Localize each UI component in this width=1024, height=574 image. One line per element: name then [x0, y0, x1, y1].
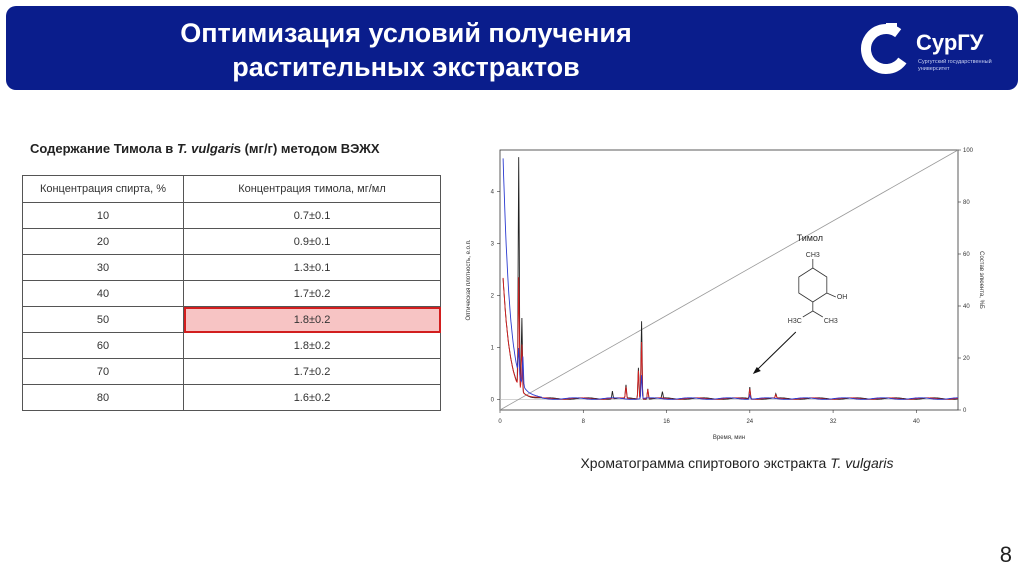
x-tick-label: 40	[913, 419, 920, 425]
table-row: 60 1.8±0.2	[22, 332, 441, 359]
isopropyl-bond-right	[812, 310, 824, 318]
caption-post: (мг/г) методом ВЭЖХ	[240, 141, 380, 156]
molecule-label-h3c: H3C	[788, 318, 802, 325]
cell-alcohol: 10	[22, 202, 184, 229]
y-tick-label: 4	[491, 190, 495, 196]
molecule-label-oh: OH	[837, 294, 848, 301]
y-tick-label: 2	[491, 294, 495, 300]
cell-thymol: 0.7±0.1	[183, 202, 441, 229]
annotation-arrow-head	[752, 367, 761, 374]
cell-alcohol: 40	[22, 280, 184, 307]
x-tick-label: 8	[582, 419, 586, 425]
table-row: 40 1.7±0.2	[22, 280, 441, 307]
cell-thymol: 1.7±0.2	[183, 280, 441, 307]
y-right-tick-label: 80	[963, 200, 970, 206]
series-line	[502, 277, 958, 400]
table-row: 30 1.3±0.1	[22, 254, 441, 281]
y-tick-label: 0	[491, 398, 495, 404]
series-line	[502, 158, 958, 400]
cell-thymol: 1.7±0.2	[183, 358, 441, 385]
cell-thymol: 1.8±0.2	[183, 306, 441, 333]
slide-title: Оптимизация условий получения растительн…	[6, 16, 806, 84]
table-caption: Содержание Тимола в T. vulgaris (мг/г) м…	[30, 141, 380, 156]
table-row: 70 1.7±0.2	[22, 358, 441, 385]
cell-thymol: 1.8±0.2	[183, 332, 441, 359]
logo-subtitle: Сургутский государственный университет	[918, 59, 992, 72]
table-row: 20 0.9±0.1	[22, 228, 441, 255]
header-alcohol: Концентрация спирта, %	[22, 175, 184, 203]
y-right-axis-label: Состав элюента, %Б	[978, 251, 984, 309]
molecule-label-ch3: CH3	[806, 252, 820, 259]
chart-caption: Хроматограмма спиртового экстракта T. vu…	[480, 455, 994, 471]
table-header-row: Концентрация спирта, % Концентрация тимо…	[22, 175, 441, 203]
logo-c-icon	[861, 23, 911, 74]
y-right-tick-label: 40	[963, 304, 970, 310]
cell-thymol: 0.9±0.1	[183, 228, 441, 255]
thymol-table: Концентрация спирта, % Концентрация тимо…	[22, 175, 441, 411]
x-tick-label: 0	[498, 419, 502, 425]
y-right-tick-label: 20	[963, 356, 970, 362]
header-bar: Оптимизация условий получения растительн…	[6, 6, 1018, 90]
logo-name: СурГУ	[916, 30, 984, 55]
cell-alcohol: 60	[22, 332, 184, 359]
y-axis-label: Оптическая плотность, е.о.п.	[466, 239, 472, 320]
chart-caption-species: T. vulgaris	[830, 455, 894, 471]
y-right-tick-label: 0	[963, 408, 967, 414]
y-right-tick-label: 100	[963, 148, 974, 154]
annotation-label: Тимол	[797, 233, 823, 243]
hydroxyl-bond	[826, 292, 836, 298]
page-number: 8	[999, 542, 1012, 567]
caption-species: T. vulgari	[176, 141, 234, 156]
x-tick-label: 16	[663, 419, 670, 425]
header-thymol: Концентрация тимола, мг/мл	[183, 175, 441, 203]
molecule-label-ch3-2: CH3	[824, 318, 838, 325]
cell-alcohol: 80	[22, 384, 184, 411]
y-tick-label: 3	[491, 242, 495, 248]
cell-alcohol: 30	[22, 254, 184, 281]
cell-thymol: 1.6±0.2	[183, 384, 441, 411]
plot-frame	[499, 149, 959, 411]
y-right-tick-label: 60	[963, 252, 970, 258]
table-row: 80 1.6±0.2	[22, 384, 441, 411]
caption-pre: Содержание Тимола в	[30, 141, 177, 156]
gradient-line	[499, 149, 959, 411]
x-tick-label: 24	[746, 419, 753, 425]
table-row: 10 0.7±0.1	[22, 202, 441, 229]
title-line-2: растительных экстрактов	[232, 52, 580, 82]
table-row: 50 1.8±0.2	[22, 306, 441, 333]
x-axis-label: Время, мин	[713, 435, 745, 441]
benzene-ring	[798, 267, 828, 303]
isopropyl-bond-left	[802, 310, 814, 318]
logo: СурГУ Сургутский государственный универс…	[858, 16, 1008, 82]
y-tick-label: 1	[491, 346, 495, 352]
title-line-1: Оптимизация условий получения	[180, 18, 632, 48]
caption-species-s: s	[233, 141, 241, 156]
cell-alcohol: 70	[22, 358, 184, 385]
cell-alcohol: 50	[22, 306, 184, 333]
series-line	[502, 157, 959, 400]
annotation-arrow-line	[754, 331, 797, 373]
x-tick-label: 32	[830, 419, 837, 425]
chart-caption-pre: Хроматограмма спиртового экстракта	[580, 455, 831, 471]
cell-alcohol: 20	[22, 228, 184, 255]
cell-thymol: 1.3±0.1	[183, 254, 441, 281]
